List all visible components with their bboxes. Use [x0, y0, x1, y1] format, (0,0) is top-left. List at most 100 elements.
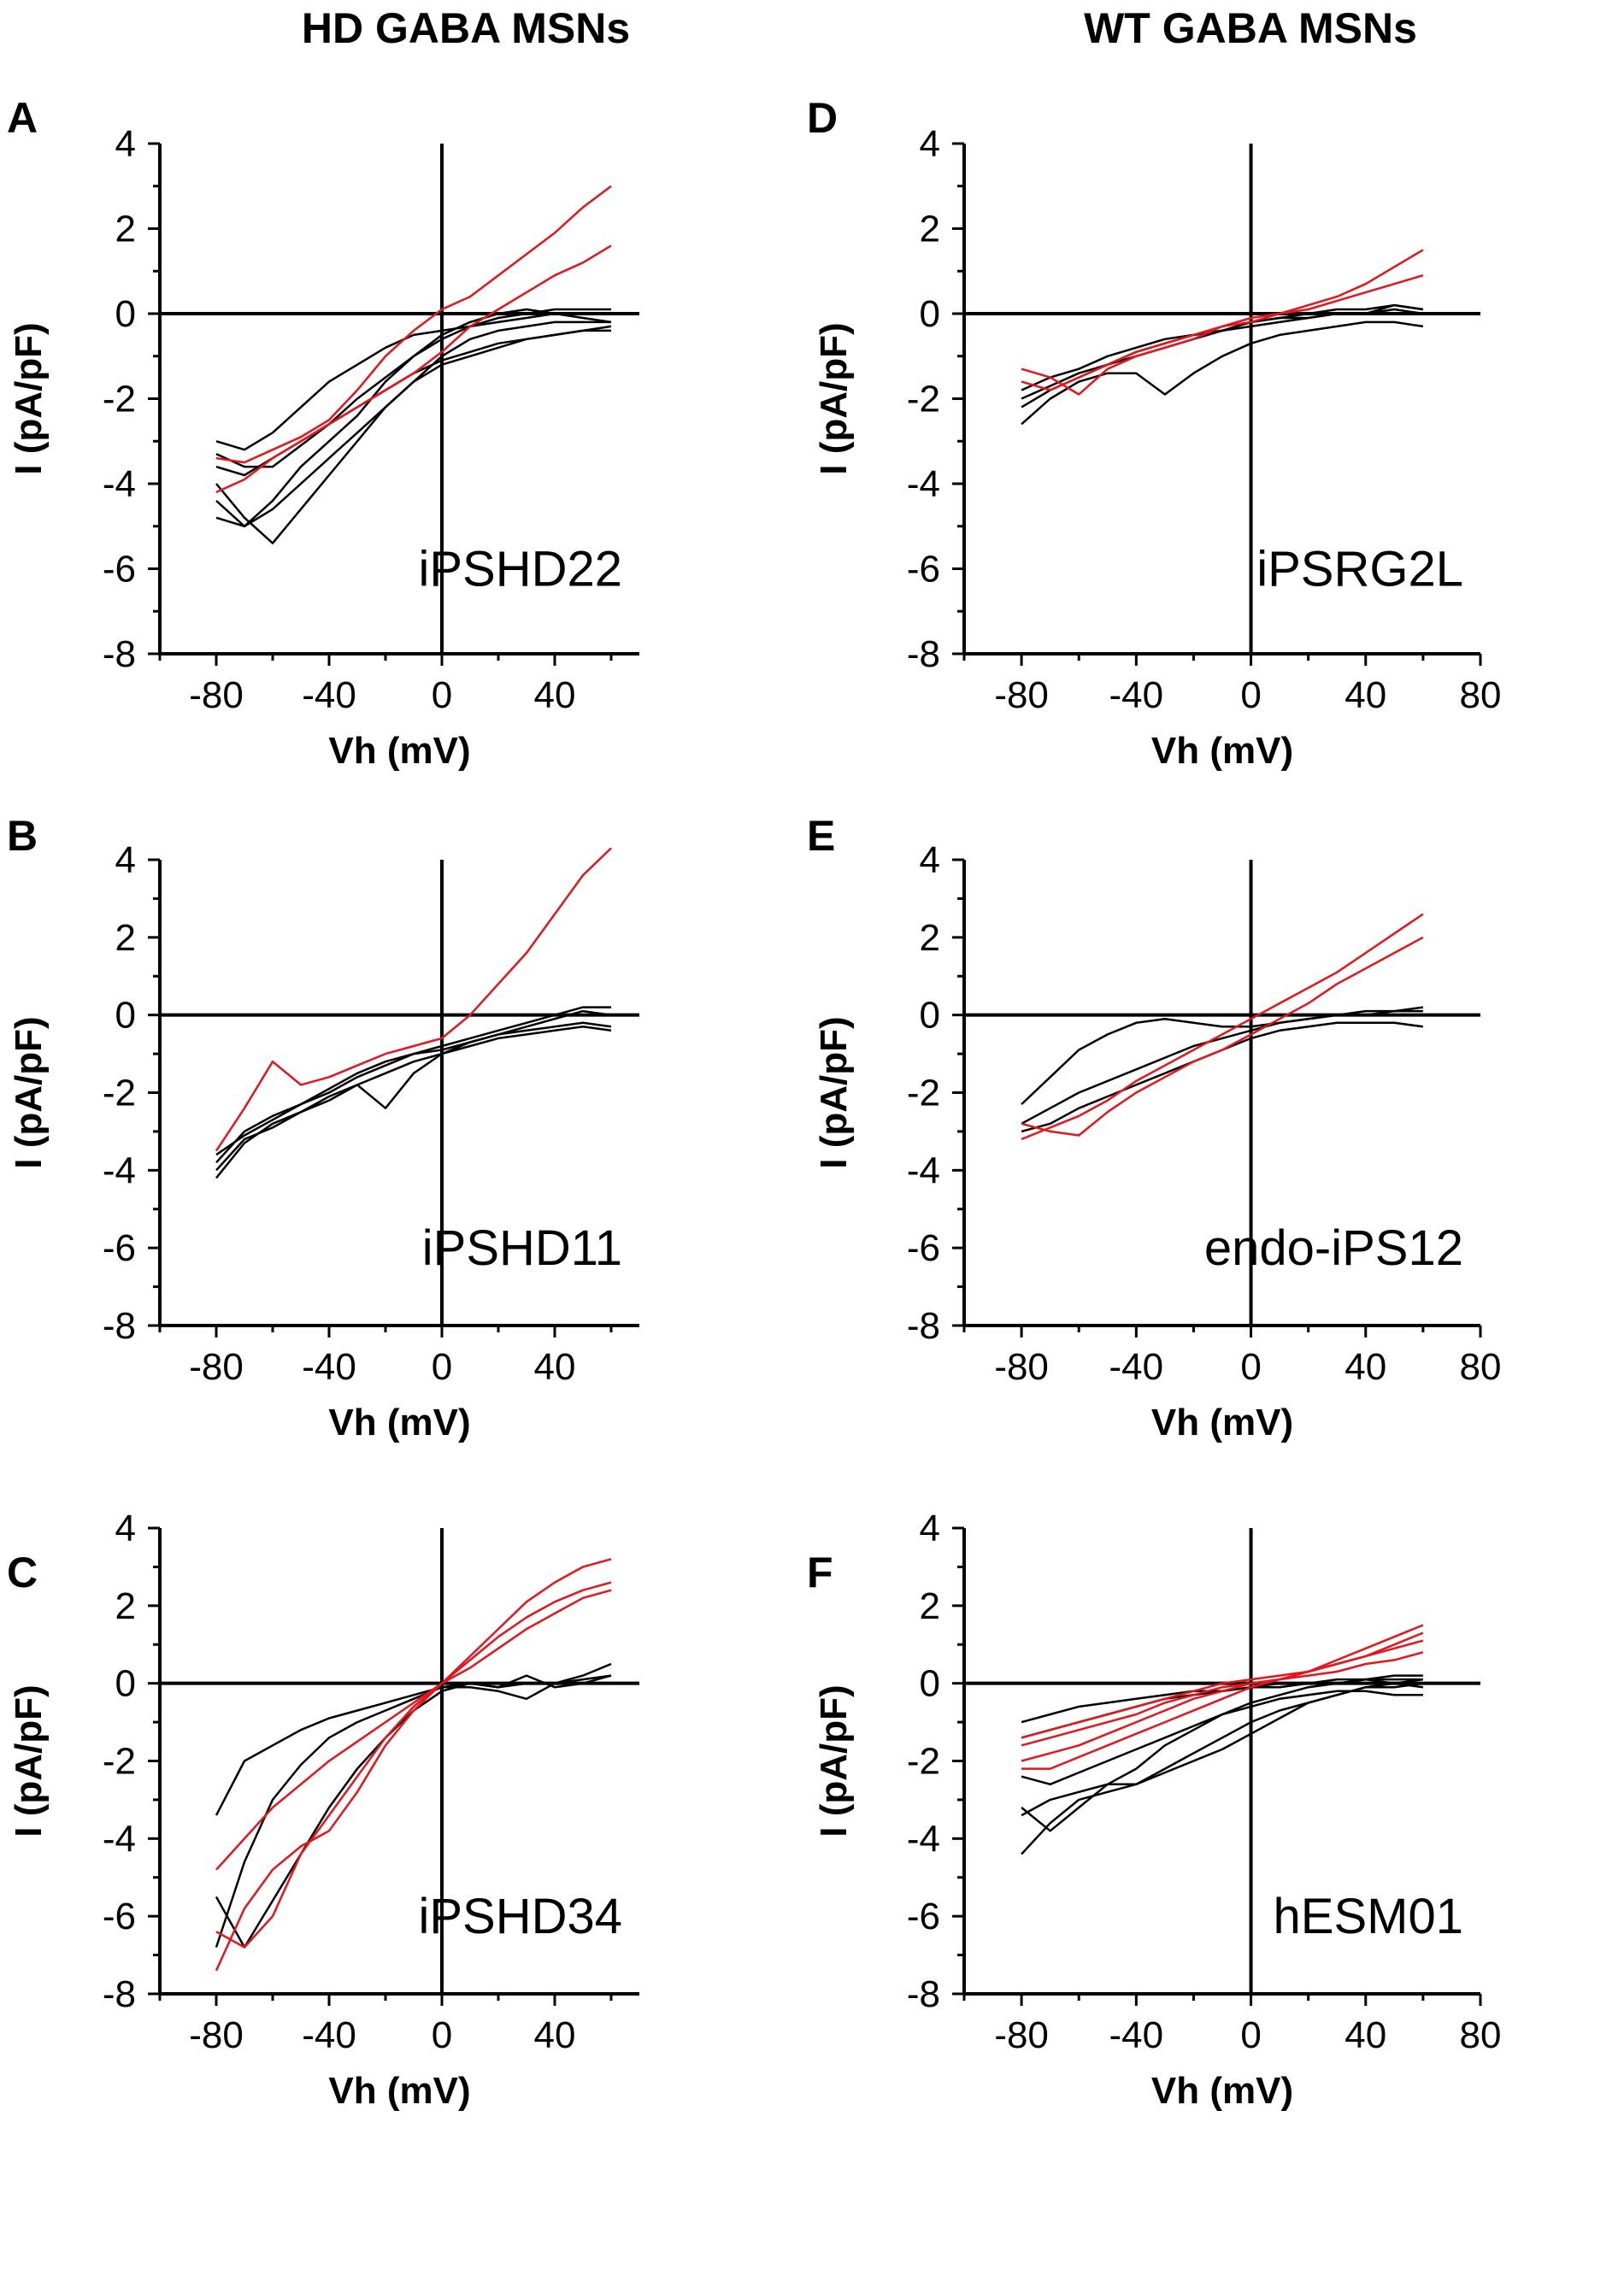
black-trace [215, 1662, 612, 1948]
y-tick-label: -6 [907, 1896, 940, 1937]
x-tick-label: -40 [302, 674, 356, 716]
x-tick-label: 40 [1345, 2014, 1386, 2056]
panel-e: E -8 -6 -4 -2 0 2 4 -80 -40 0 40 80 Vh (mV) I (pA/pF) e… [807, 812, 1501, 1443]
y-axis-title: I (pA/pF) [8, 1016, 50, 1168]
x-tick-label: -80 [994, 2014, 1049, 2056]
y-tick-label: -8 [907, 1973, 940, 2015]
x-tick-label: -40 [1109, 1346, 1164, 1388]
y-tick-label: 2 [920, 917, 940, 959]
y-tick-label: 2 [115, 917, 136, 959]
y-tick-label: 0 [115, 1663, 136, 1705]
x-tick-label: -40 [302, 1346, 356, 1388]
y-tick-label: -4 [907, 1149, 940, 1191]
y-tick-label: -4 [907, 1818, 940, 1860]
y-tick-label: -4 [103, 463, 136, 505]
panel-a: A -8 -6 -4 -2 0 2 4 -80 -40 0 40 Vh (mV) I (pA/pF) iPS… [7, 94, 639, 772]
cell-line-label: iPSHD11 [422, 1220, 622, 1276]
y-tick-label: -4 [103, 1818, 136, 1860]
y-axis-title: I (pA/pF) [813, 1684, 855, 1837]
y-tick-label: -8 [907, 633, 940, 675]
y-tick-label: 0 [115, 293, 136, 335]
black-trace [215, 308, 612, 528]
y-tick-label: -4 [907, 463, 940, 505]
y-tick-label: 0 [115, 995, 136, 1037]
panel-b: B -8 -6 -4 -2 0 2 4 -80 -40 0 40 Vh (mV) I (pA/pF) iPS… [7, 812, 639, 1443]
panel-letter: B [7, 812, 38, 860]
y-tick-label: 0 [920, 995, 940, 1037]
red-trace [215, 244, 612, 494]
y-tick-label: 4 [920, 1508, 940, 1549]
panel-letter: C [7, 1549, 38, 1596]
y-tick-label: -6 [103, 549, 136, 591]
black-trace [215, 325, 612, 528]
x-tick-label: -80 [994, 1346, 1049, 1388]
y-axis-title: I (pA/pF) [8, 322, 50, 474]
red-trace [1021, 274, 1424, 391]
y-tick-label: 2 [920, 209, 940, 250]
y-tick-label: 2 [920, 1585, 940, 1627]
x-tick-label: 0 [1240, 1346, 1261, 1388]
x-tick-label: 0 [432, 674, 452, 716]
x-axis-title: Vh (mV) [328, 730, 470, 772]
cell-line-label: iPSRG2L [1256, 542, 1463, 597]
y-tick-label: -2 [907, 1073, 940, 1114]
black-trace [1021, 1682, 1424, 1855]
y-tick-label: -8 [103, 633, 136, 675]
x-tick-label: 80 [1460, 674, 1502, 716]
x-tick-label: -80 [994, 674, 1049, 716]
red-trace [215, 1581, 612, 1871]
y-tick-label: 4 [920, 839, 940, 881]
red-trace [215, 1589, 612, 1949]
x-tick-label: -40 [302, 2014, 356, 2056]
black-trace [1021, 1678, 1424, 1817]
black-trace [215, 308, 611, 468]
y-tick-label: -8 [103, 1305, 136, 1347]
y-tick-label: -2 [103, 1073, 136, 1114]
panel-letter: E [807, 812, 835, 860]
cell-line-label: hESM01 [1274, 1889, 1463, 1944]
x-tick-label: 40 [534, 2014, 576, 2056]
x-tick-label: -80 [189, 1346, 244, 1388]
red-trace [215, 1558, 612, 1972]
y-tick-label: -8 [103, 1973, 136, 2015]
x-axis-title: Vh (mV) [1151, 2070, 1293, 2112]
panel-letter: F [807, 1549, 833, 1596]
x-tick-label: 40 [534, 1346, 576, 1388]
panel-c: C -8 -6 -4 -2 0 2 4 -80 -40 0 40 Vh (mV) I (pA/pF) iPS… [7, 1508, 639, 2112]
black-trace [1021, 1690, 1423, 1786]
y-tick-label: -2 [103, 379, 136, 420]
red-trace [1021, 1624, 1424, 1770]
x-tick-label: 0 [432, 1346, 452, 1388]
black-trace [215, 329, 611, 477]
x-tick-label: 40 [1345, 1346, 1386, 1388]
y-tick-label: -6 [907, 549, 940, 591]
black-trace [215, 1674, 612, 1816]
y-tick-label: 0 [920, 1663, 940, 1705]
y-tick-label: 4 [115, 123, 136, 165]
left-column-title: HD GABA MSNs [302, 4, 630, 52]
right-column-title: WT GABA MSNs [1084, 4, 1417, 52]
y-axis-title: I (pA/pF) [813, 322, 855, 474]
red-trace [215, 185, 612, 464]
x-tick-label: -40 [1109, 674, 1164, 716]
panel-letter: D [807, 94, 838, 142]
y-tick-label: -2 [103, 1741, 136, 1783]
black-trace [1021, 303, 1424, 400]
black-trace [215, 312, 611, 451]
cell-line-label: endo-iPS12 [1204, 1220, 1463, 1276]
red-trace [1021, 936, 1424, 1137]
x-axis-title: Vh (mV) [1151, 1402, 1293, 1443]
cell-line-label: iPSHD34 [418, 1889, 622, 1944]
panel-d: D -8 -6 -4 -2 0 2 4 -80 -40 0 40 80 Vh (mV) I (pA/pF) i… [807, 94, 1501, 772]
y-tick-label: -8 [907, 1305, 940, 1347]
red-trace [215, 847, 612, 1152]
black-trace [1021, 303, 1424, 391]
y-tick-label: 4 [115, 1508, 136, 1549]
x-tick-label: 80 [1460, 1346, 1502, 1388]
x-tick-label: 80 [1460, 2014, 1502, 2056]
y-axis-title: I (pA/pF) [813, 1016, 855, 1168]
panel-letter: A [7, 94, 38, 142]
black-trace [215, 1026, 612, 1172]
